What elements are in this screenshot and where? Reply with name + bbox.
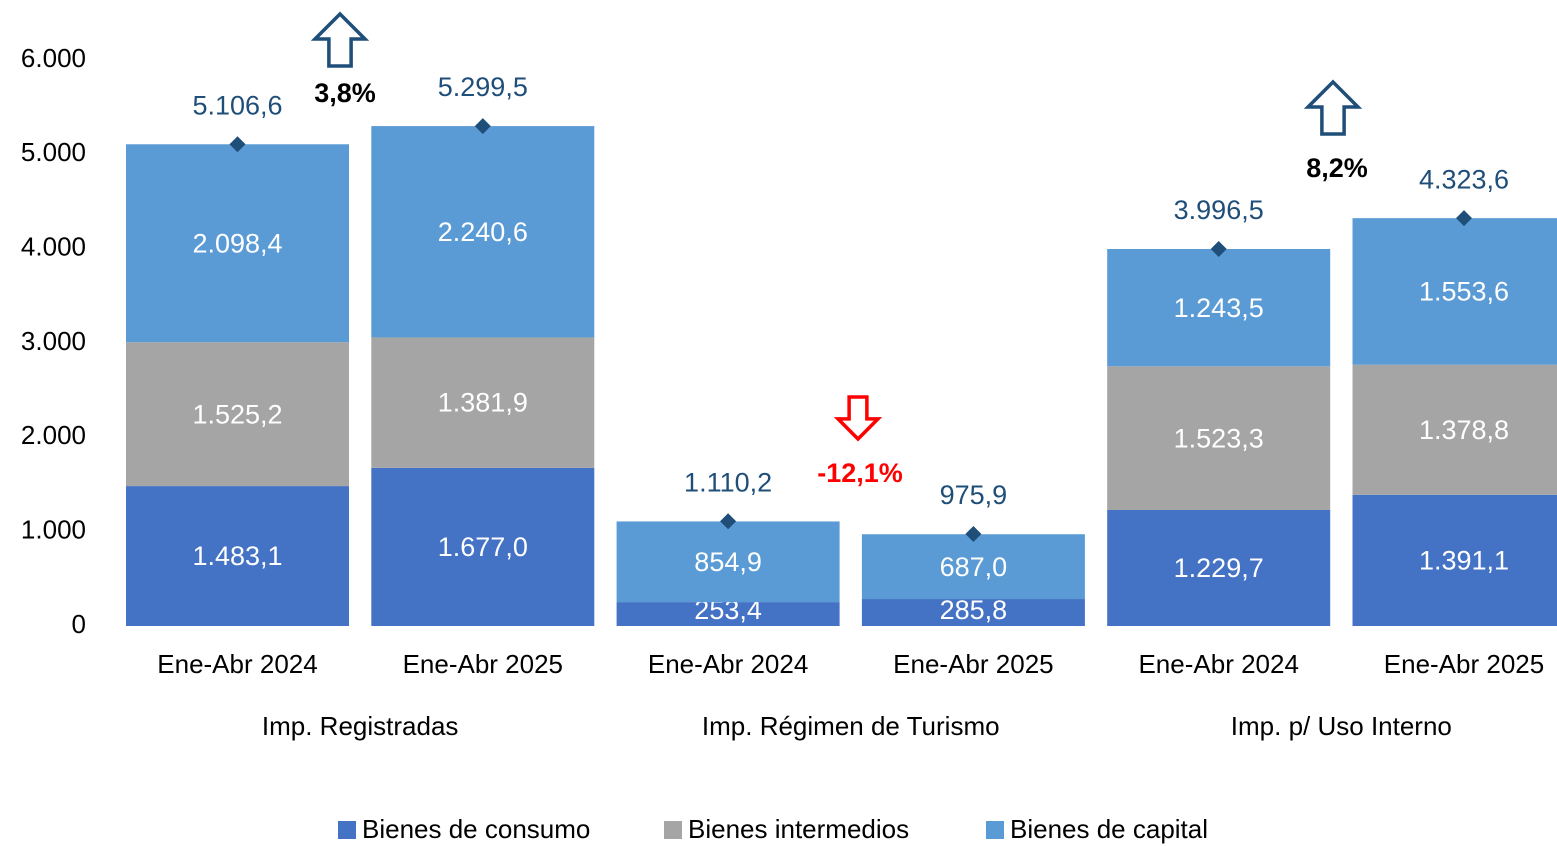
value-label: 854,9 xyxy=(694,547,762,577)
bar-segment xyxy=(371,467,595,626)
annotation: 8,2% xyxy=(1306,153,1368,183)
y-tick-label: 3.000 xyxy=(21,326,86,356)
y-tick-label: 5.000 xyxy=(21,137,86,167)
value-label: 1.525,2 xyxy=(192,399,282,429)
legend-label: Bienes de capital xyxy=(1010,814,1208,844)
y-tick-label: 1.000 xyxy=(21,515,86,545)
y-tick-label: 4.000 xyxy=(21,232,86,262)
annotation: -12,1% xyxy=(817,458,903,488)
bar-segment xyxy=(1107,366,1331,510)
total-marker xyxy=(474,118,491,135)
value-label: 1.229,7 xyxy=(1174,553,1264,583)
value-label: 1.677,0 xyxy=(438,532,528,562)
x-tick-label: Ene-Abr 2025 xyxy=(403,649,563,679)
group-label: Imp. Registradas xyxy=(262,711,459,741)
legend-swatch xyxy=(986,821,1004,839)
y-tick-label: 6.000 xyxy=(21,43,86,73)
group-label: Imp. Régimen de Turismo xyxy=(702,711,1000,741)
group-label: Imp. p/ Uso Interno xyxy=(1231,711,1452,741)
change-arrow xyxy=(1303,79,1363,136)
legend-swatch xyxy=(664,821,682,839)
value-label: 1.483,1 xyxy=(192,541,282,571)
bar-segment xyxy=(126,486,349,626)
x-tick-label: Ene-Abr 2024 xyxy=(1138,649,1298,679)
bar-segment xyxy=(861,599,1085,626)
total-label: 975,9 xyxy=(940,480,1008,510)
bar-segment xyxy=(616,602,840,626)
change-arrow xyxy=(310,11,370,68)
bar-segment xyxy=(1107,248,1331,367)
y-tick-label: 2.000 xyxy=(21,420,86,450)
y-tick-label: 0 xyxy=(72,609,86,639)
value-label: 1.553,6 xyxy=(1419,277,1509,307)
total-label: 4.323,6 xyxy=(1419,164,1509,194)
bar-segment xyxy=(861,534,1085,600)
legend-swatch xyxy=(338,821,356,839)
change-arrow xyxy=(833,395,883,442)
bar-segment xyxy=(616,521,840,603)
x-tick-label: Ene-Abr 2024 xyxy=(648,649,808,679)
total-marker xyxy=(229,136,246,153)
bar-segment xyxy=(1352,494,1557,626)
bar-segment xyxy=(1352,364,1557,495)
value-label: 1.523,3 xyxy=(1174,423,1264,453)
total-label: 3.996,5 xyxy=(1174,195,1264,225)
value-label: 1.391,1 xyxy=(1419,546,1509,576)
x-tick-label: Ene-Abr 2024 xyxy=(157,649,317,679)
bar-segment xyxy=(126,342,349,487)
x-tick-label: Ene-Abr 2025 xyxy=(1384,649,1544,679)
bar-segment xyxy=(1107,509,1331,626)
bar-segment xyxy=(1352,218,1557,365)
total-label: 1.110,2 xyxy=(684,467,772,497)
bar-segment xyxy=(371,337,595,468)
total-label: 5.299,5 xyxy=(438,72,528,102)
bar-segment xyxy=(371,126,595,338)
value-label: 687,0 xyxy=(940,552,1008,582)
value-label: 2.240,6 xyxy=(438,217,528,247)
legend-label: Bienes intermedios xyxy=(688,814,909,844)
annotation: 3,8% xyxy=(314,78,376,108)
total-marker xyxy=(1210,240,1227,257)
x-tick-label: Ene-Abr 2025 xyxy=(893,649,1053,679)
total-marker xyxy=(1456,210,1472,227)
value-label: 1.381,9 xyxy=(438,388,528,418)
total-label: 5.106,6 xyxy=(192,90,282,120)
total-marker xyxy=(720,513,737,530)
bar-segment xyxy=(126,144,349,343)
legend-label: Bienes de consumo xyxy=(362,814,590,844)
value-label: 1.243,5 xyxy=(1174,293,1264,323)
value-label: 2.098,4 xyxy=(192,228,282,258)
value-label: 285,8 xyxy=(940,595,1008,625)
total-marker xyxy=(965,525,982,542)
value-label: 1.378,8 xyxy=(1419,415,1509,445)
